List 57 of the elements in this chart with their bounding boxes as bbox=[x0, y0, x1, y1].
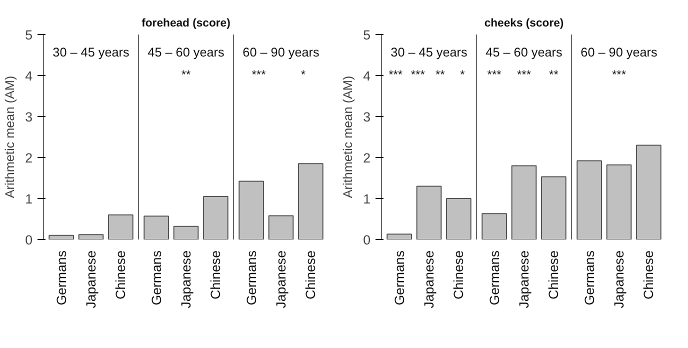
annotation: 30 – 45 years bbox=[390, 46, 468, 60]
y-tick-label: 1 bbox=[363, 192, 371, 206]
x-tick-label: Japanese bbox=[274, 250, 288, 308]
bar bbox=[386, 234, 412, 240]
y-tick-label: 4 bbox=[363, 68, 372, 84]
annotation: * bbox=[300, 68, 306, 82]
annotation: *** bbox=[612, 68, 626, 82]
annotation: * bbox=[460, 68, 466, 82]
y-tick-label: 2 bbox=[363, 150, 371, 166]
y-tick-label: 5 bbox=[25, 28, 33, 42]
y-tick-label: 5 bbox=[363, 28, 371, 42]
annotation: ** bbox=[181, 68, 191, 82]
y-tick-label: 0 bbox=[25, 232, 33, 248]
y-tick-label: 2 bbox=[25, 150, 33, 166]
annotation: ** bbox=[549, 68, 559, 82]
annotation: *** bbox=[410, 68, 426, 82]
x-tick-label: Germans bbox=[244, 250, 259, 306]
annotation: *** bbox=[388, 68, 403, 82]
chart-title: forehead (score) bbox=[142, 18, 231, 30]
y-tick-label: 0 bbox=[363, 232, 371, 248]
bar bbox=[446, 198, 472, 240]
x-tick-label: Germans bbox=[392, 250, 407, 306]
x-tick-label: Japanese bbox=[178, 250, 194, 308]
x-tick-label: Chinese bbox=[451, 250, 466, 300]
x-tick-label: Germans bbox=[54, 250, 69, 306]
annotation: 30 – 45 years bbox=[52, 46, 130, 60]
y-tick-label: 3 bbox=[25, 110, 33, 124]
annotation: 45 – 60 years bbox=[148, 46, 224, 60]
annotation: *** bbox=[252, 68, 266, 82]
y-tick-label: 4 bbox=[25, 68, 34, 84]
y-tick-label: 3 bbox=[363, 110, 371, 124]
chart-title: cheeks (score) bbox=[484, 18, 564, 30]
annotation: 60 – 90 years bbox=[580, 46, 658, 60]
x-tick-label: Chinese bbox=[208, 250, 224, 300]
x-tick-label: Germans bbox=[148, 250, 164, 306]
y-tick-label: 1 bbox=[25, 192, 33, 206]
bar bbox=[108, 214, 134, 240]
x-tick-label: Japanese bbox=[422, 250, 436, 308]
x-tick-label: Germans bbox=[486, 250, 502, 306]
x-tick-label: Japanese bbox=[612, 250, 626, 308]
x-tick-label: Chinese bbox=[303, 250, 318, 300]
bar bbox=[416, 186, 442, 240]
y-axis-title: Arithmetic mean (AM) bbox=[341, 76, 356, 198]
bar bbox=[48, 234, 74, 240]
y-axis-title: Arithmetic mean (AM) bbox=[3, 76, 18, 198]
annotation: 45 – 60 years bbox=[486, 46, 562, 60]
annotation: ** bbox=[435, 68, 446, 82]
annotation: *** bbox=[487, 68, 502, 82]
x-tick-label: Germans bbox=[582, 250, 597, 306]
annotation: *** bbox=[516, 68, 532, 82]
x-tick-label: Chinese bbox=[641, 250, 656, 300]
bar bbox=[78, 234, 104, 240]
annotation: 60 – 90 years bbox=[242, 46, 320, 60]
x-tick-label: Japanese bbox=[516, 250, 532, 308]
x-tick-label: Japanese bbox=[84, 250, 98, 308]
x-tick-label: Chinese bbox=[546, 250, 562, 300]
x-tick-label: Chinese bbox=[113, 250, 128, 300]
